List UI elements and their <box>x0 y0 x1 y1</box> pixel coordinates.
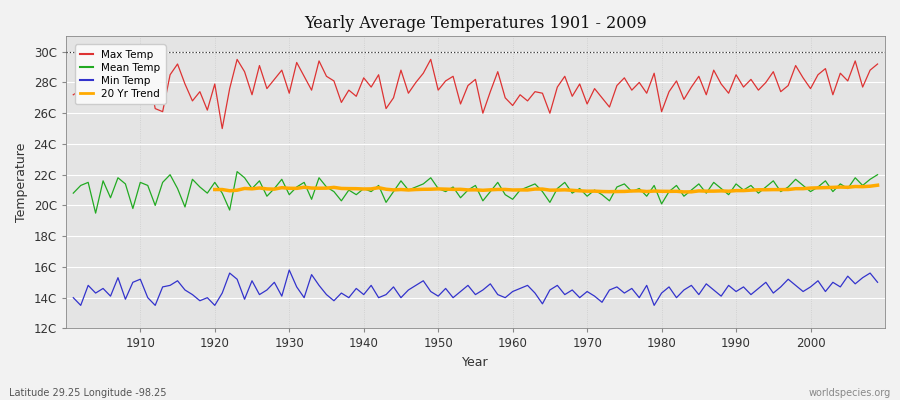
Legend: Max Temp, Mean Temp, Min Temp, 20 Yr Trend: Max Temp, Mean Temp, Min Temp, 20 Yr Tre… <box>75 44 166 104</box>
Y-axis label: Temperature: Temperature <box>15 143 28 222</box>
Text: worldspecies.org: worldspecies.org <box>809 388 891 398</box>
Text: Latitude 29.25 Longitude -98.25: Latitude 29.25 Longitude -98.25 <box>9 388 166 398</box>
Title: Yearly Average Temperatures 1901 - 2009: Yearly Average Temperatures 1901 - 2009 <box>304 15 647 32</box>
X-axis label: Year: Year <box>462 356 489 369</box>
